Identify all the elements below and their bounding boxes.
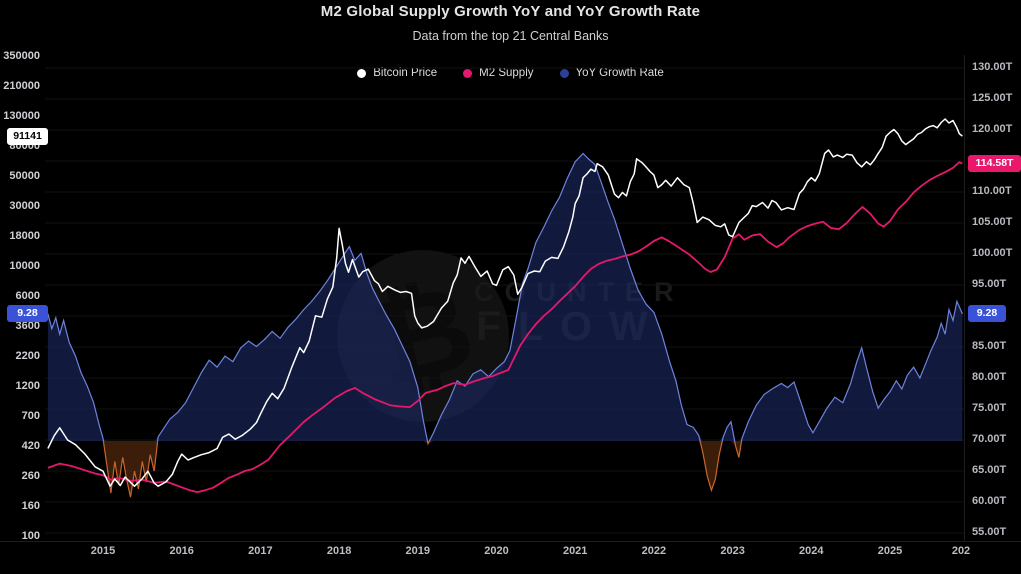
legend-item-0: Bitcoin Price: [357, 67, 437, 79]
yoy-rate-badge-right: 9.28: [968, 305, 1006, 323]
legend-dot: [463, 68, 473, 78]
m2-supply-badge: 114.58T: [968, 155, 1021, 173]
legend-dot: [357, 68, 367, 78]
bitcoin-price-badge: 91141: [7, 127, 48, 145]
legend-dot: [559, 68, 569, 78]
legend: Bitcoin Price M2 Supply YoY Growth Rate: [0, 67, 1021, 79]
yoy-line-negative: [102, 441, 743, 498]
yoy-area-positive: [47, 153, 963, 441]
btc-price-line: [47, 118, 963, 487]
legend-item-2: YoY Growth Rate: [559, 67, 664, 79]
legend-item-1: M2 Supply: [463, 67, 534, 79]
gridlines: [45, 67, 964, 534]
legend-label: Bitcoin Price: [373, 67, 438, 79]
yoy-area-negative: [47, 441, 963, 498]
yoy-line-positive: [47, 152, 963, 441]
page-subtitle: Data from the top 21 Central Banks: [412, 29, 609, 43]
m2-supply-line: [47, 161, 963, 493]
legend-label: YoY Growth Rate: [575, 67, 664, 79]
yoy-rate-badge-left: 9.28: [7, 305, 48, 323]
legend-label: M2 Supply: [479, 67, 534, 79]
page-title: M2 Global Supply Growth YoY and YoY Grow…: [320, 3, 701, 20]
